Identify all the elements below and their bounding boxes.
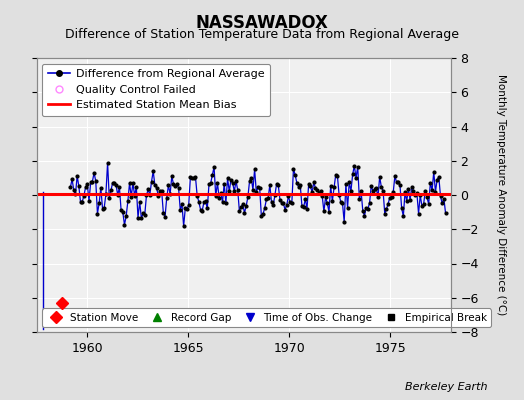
Text: NASSAWADOX: NASSAWADOX xyxy=(195,14,329,32)
Y-axis label: Monthly Temperature Anomaly Difference (°C): Monthly Temperature Anomaly Difference (… xyxy=(496,74,506,316)
Text: Difference of Station Temperature Data from Regional Average: Difference of Station Temperature Data f… xyxy=(65,28,459,41)
Legend: Station Move, Record Gap, Time of Obs. Change, Empirical Break: Station Move, Record Gap, Time of Obs. C… xyxy=(42,308,491,327)
Text: Berkeley Earth: Berkeley Earth xyxy=(405,382,487,392)
